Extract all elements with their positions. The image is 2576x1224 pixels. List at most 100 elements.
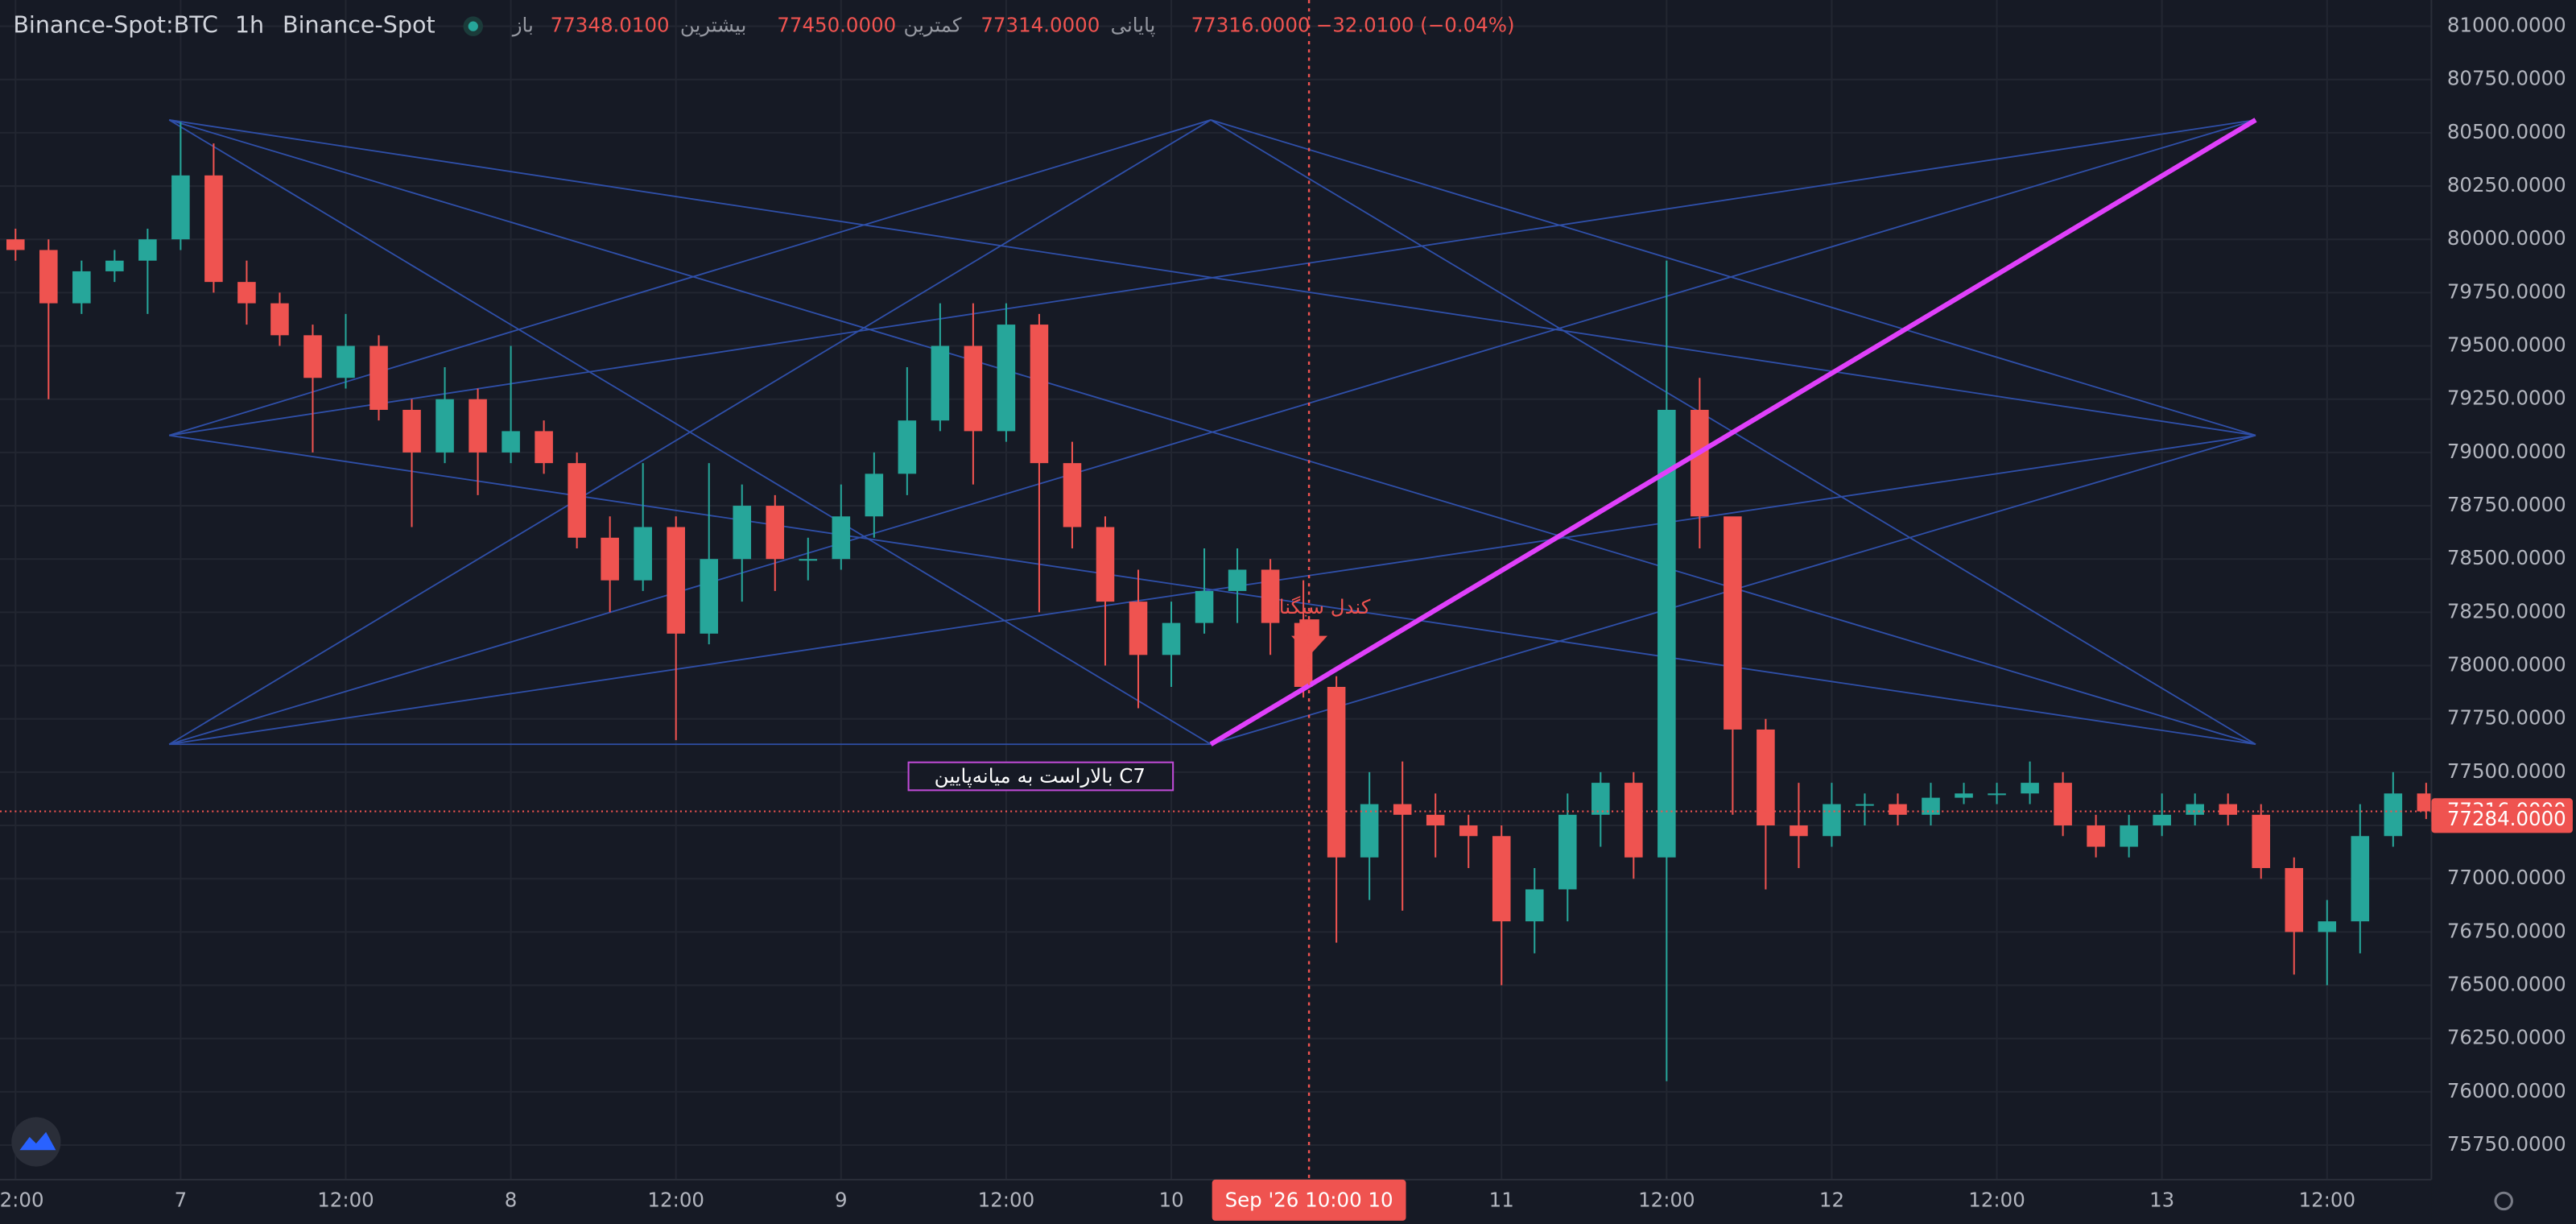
candle-body bbox=[535, 431, 553, 464]
candle-body bbox=[1261, 569, 1280, 623]
ohlc-value: 77316.0000 bbox=[1191, 14, 1311, 37]
interval: 1h bbox=[235, 11, 264, 39]
x-tick-label: 12:00 bbox=[1638, 1188, 1695, 1211]
x-tick-label: 13 bbox=[2149, 1188, 2174, 1211]
label-text: بالاراست به میانه‌پایین C7 bbox=[935, 764, 1146, 788]
candle-body bbox=[1591, 783, 1610, 815]
candle-body bbox=[1922, 797, 1940, 815]
x-tick-label: 9 bbox=[835, 1188, 848, 1211]
y-tick-label: 79250.0000 bbox=[2447, 387, 2566, 410]
candle-body bbox=[1360, 804, 1379, 858]
candle-body bbox=[2021, 783, 2039, 794]
y-tick-label: 79000.0000 bbox=[2447, 440, 2566, 463]
candle-body bbox=[1492, 836, 1511, 922]
y-tick-label: 77000.0000 bbox=[2447, 866, 2566, 889]
x-tick-label: 12:00 bbox=[647, 1188, 704, 1211]
y-tick-label: 77500.0000 bbox=[2447, 759, 2566, 783]
candle-body bbox=[336, 345, 355, 378]
logo-mark bbox=[19, 1131, 56, 1151]
y-tick-label: 78250.0000 bbox=[2447, 599, 2566, 622]
x-tick-label: 7 bbox=[175, 1188, 188, 1211]
y-tick-label: 79750.0000 bbox=[2447, 279, 2566, 303]
x-tick-label: 11 bbox=[1489, 1188, 1514, 1211]
candle-body bbox=[865, 473, 884, 517]
candle-body bbox=[2351, 836, 2370, 922]
crosshair-tag bbox=[1212, 1179, 1406, 1221]
y-tick-label: 76250.0000 bbox=[2447, 1026, 2566, 1049]
x-tick-label: 8 bbox=[505, 1188, 518, 1211]
ohlc-value: 77450.0000 bbox=[777, 14, 896, 37]
y-tick-label: 75750.0000 bbox=[2447, 1132, 2566, 1156]
signal-arrow bbox=[1291, 619, 1327, 656]
candle-body bbox=[898, 420, 917, 474]
candle-body bbox=[2219, 804, 2237, 815]
candle-body bbox=[1757, 729, 1775, 826]
y-tick-label: 78000.0000 bbox=[2447, 653, 2566, 676]
candle-body bbox=[1657, 409, 1676, 858]
price-tag-label: 77284.0000 bbox=[2447, 807, 2566, 830]
price-axis bbox=[2431, 0, 2576, 1224]
candle-body bbox=[1426, 814, 1445, 826]
price-tag bbox=[2431, 806, 2573, 833]
candle-body bbox=[1988, 793, 2006, 796]
x-tick-label: 10 bbox=[1158, 1188, 1183, 1211]
x-tick-label: 12 bbox=[1819, 1188, 1844, 1211]
candle-body bbox=[2252, 814, 2271, 868]
candle-body bbox=[105, 260, 124, 271]
y-tick-label: 76750.0000 bbox=[2447, 919, 2566, 942]
trend-line bbox=[1209, 118, 2257, 746]
candle-body bbox=[964, 345, 983, 432]
candle-body bbox=[2384, 793, 2403, 837]
ohlc-value: 77314.0000 bbox=[980, 14, 1100, 37]
candle-body bbox=[2153, 814, 2171, 826]
ohlc-label: باز bbox=[511, 14, 534, 37]
status-dot bbox=[468, 21, 478, 31]
candle-body bbox=[667, 527, 685, 634]
settings-icon[interactable] bbox=[2494, 1191, 2513, 1211]
candle-body bbox=[1690, 409, 1709, 517]
ohlc-label: پایانی bbox=[1111, 14, 1156, 37]
candle-body bbox=[1393, 804, 1412, 815]
candle-body bbox=[303, 335, 322, 378]
candle-body bbox=[270, 303, 289, 336]
x-tick-label: 12:00 bbox=[978, 1188, 1035, 1211]
overlay bbox=[0, 0, 2432, 1180]
candle-body bbox=[369, 345, 388, 410]
candle-body bbox=[1856, 804, 1874, 806]
y-tick-label: 80500.0000 bbox=[2447, 120, 2566, 143]
candle-body bbox=[1162, 622, 1181, 655]
y-tick-label: 77750.0000 bbox=[2447, 706, 2566, 730]
candle-body bbox=[733, 506, 752, 560]
candle-body bbox=[634, 527, 652, 581]
candle-body bbox=[1228, 569, 1247, 591]
candle-body bbox=[1327, 687, 1346, 858]
candle-body bbox=[502, 431, 520, 453]
symbol: Binance-Spot:BTC bbox=[13, 11, 218, 39]
signal-label: کندل سیگنال bbox=[1265, 595, 1371, 618]
candle-body bbox=[72, 271, 91, 304]
candle-body bbox=[832, 516, 851, 560]
ohlc-label: بیشترین bbox=[680, 14, 746, 37]
y-tick-label: 76000.0000 bbox=[2447, 1079, 2566, 1102]
candle-body bbox=[2120, 825, 2138, 847]
logo[interactable] bbox=[11, 1117, 61, 1167]
ohlc-label: کمترین bbox=[903, 14, 961, 37]
candle-body bbox=[997, 325, 1016, 432]
candle-body bbox=[931, 345, 950, 421]
candle-body bbox=[1195, 590, 1214, 623]
crosshair-label: Sep '26 10:00 10 bbox=[1225, 1188, 1393, 1211]
candle-body bbox=[1790, 825, 1808, 837]
candle-body bbox=[1823, 804, 1841, 837]
candle-body bbox=[1129, 602, 1148, 655]
y-tick-label: 80750.0000 bbox=[2447, 67, 2566, 90]
x-tick-label: 12:00 bbox=[1968, 1188, 2025, 1211]
candle-body bbox=[204, 175, 223, 283]
candle-body bbox=[1624, 783, 1643, 858]
ohlc-value: 77348.0100 bbox=[551, 14, 670, 37]
candle-body bbox=[171, 175, 190, 240]
candle-body bbox=[1030, 325, 1049, 464]
candle-body bbox=[2318, 921, 2337, 932]
candle-body bbox=[469, 399, 487, 453]
y-tick-label: 76500.0000 bbox=[2447, 973, 2566, 996]
